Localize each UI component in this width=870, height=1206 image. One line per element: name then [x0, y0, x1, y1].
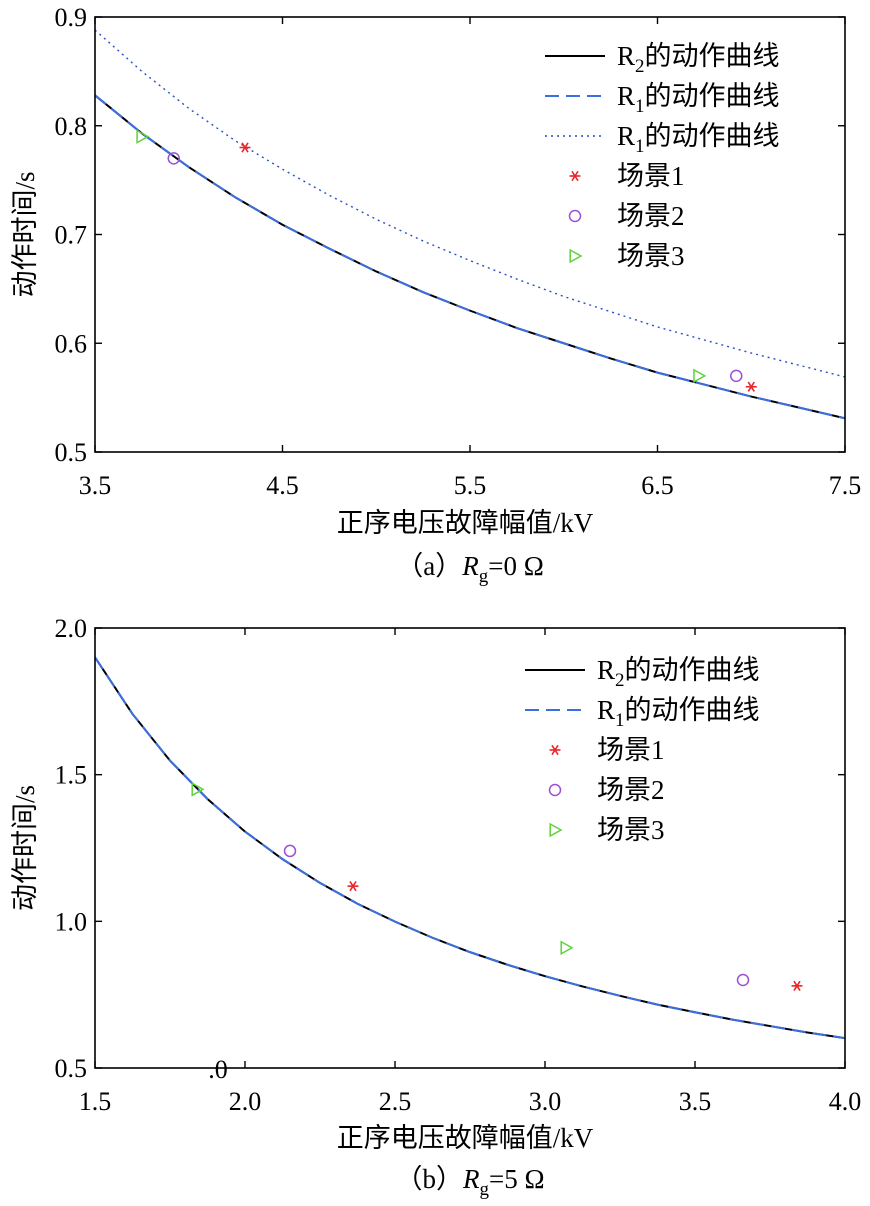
legend-marker-triangle	[549, 822, 563, 838]
y-tick-label: 1.5	[55, 761, 88, 790]
legend-label: R1的动作曲线	[597, 695, 760, 731]
stray-tick-text: .0	[208, 1055, 228, 1084]
data-point-star	[745, 381, 757, 392]
x-tick-label: 4.5	[266, 471, 299, 500]
data-point-star	[791, 980, 803, 991]
y-tick-label: 0.5	[55, 1054, 88, 1083]
data-point-circle	[730, 369, 743, 383]
legend-marker-triangle	[569, 248, 583, 264]
data-point-star	[239, 142, 251, 153]
data-point-circle	[283, 844, 297, 858]
legend-label: 场景1	[617, 161, 685, 191]
y-tick-label: 0.8	[55, 112, 88, 141]
x-tick-label: 7.5	[829, 471, 862, 500]
x-axis-label: 正序电压故障幅值/kV	[337, 1123, 594, 1153]
legend-label: 场景3	[597, 815, 665, 845]
panel-caption: （a）Rg=0 Ω	[396, 551, 544, 587]
x-axis-label: 正序电压故障幅值/kV	[337, 508, 594, 538]
data-point-triangle	[693, 368, 707, 384]
legend-label: R1的动作曲线	[617, 81, 780, 117]
data-point-triangle	[191, 782, 205, 797]
x-tick-label: 3.5	[79, 471, 112, 500]
data-point-triangle	[136, 129, 150, 144]
y-tick-label: 2.0	[55, 614, 88, 643]
legend-label: R1的动作曲线	[617, 121, 780, 157]
y-tick-label: 0.5	[55, 438, 88, 467]
legend-label: 场景1	[597, 735, 665, 765]
legend-marker-circle	[568, 209, 582, 223]
y-axis-label: 动作时间/s	[10, 171, 40, 297]
x-tick-label: 4.0	[829, 1087, 862, 1116]
x-tick-label: 2.0	[229, 1087, 262, 1116]
chart-panel-a: 3.5 4.5 5.5 6.5 7.5 0.5 0.6 0.7 0.8 0.9 正序电压故障幅值/k…	[10, 3, 861, 587]
y-tick-label: 0.6	[55, 329, 88, 358]
x-tick-label: 3.5	[679, 1087, 712, 1116]
x-tick-label: 6.5	[641, 471, 674, 500]
y-tick-label: 0.7	[55, 221, 88, 250]
x-tick-label: 3.0	[529, 1087, 562, 1116]
legend-marker-star	[569, 170, 581, 182]
y-tick-label: 1.0	[55, 907, 88, 936]
y-tick-label: 0.9	[55, 3, 88, 32]
legend-label: R2的动作曲线	[597, 655, 760, 691]
data-point-circle	[167, 152, 180, 165]
series-line-dashed	[95, 94, 845, 420]
data-point-triangle	[560, 940, 574, 956]
plot-frame	[94, 627, 846, 1069]
legend-label: 场景2	[597, 775, 665, 805]
data-point-star	[347, 881, 359, 892]
panel-caption: （b）Rg=5 Ω	[395, 1164, 544, 1200]
x-tick-label: 5.5	[454, 471, 487, 500]
legend-label: 场景3	[617, 241, 685, 271]
legend-label: 场景2	[617, 201, 685, 231]
legend-label: R2的动作曲线	[617, 41, 780, 77]
x-tick-label: 1.5	[79, 1087, 112, 1116]
y-axis-label: 动作时间/s	[10, 785, 40, 911]
chart-panel-b: 1.5 2.0 2.5 3.0 3.5 4.00.51.01.52.0.0正序电压故障幅值…	[10, 614, 861, 1200]
series-line-dashed	[95, 656, 845, 1040]
data-point-circle	[736, 973, 750, 987]
x-tick-label: 2.5	[379, 1087, 412, 1116]
legend-marker-star	[549, 744, 561, 756]
legend-marker-circle	[548, 783, 562, 797]
